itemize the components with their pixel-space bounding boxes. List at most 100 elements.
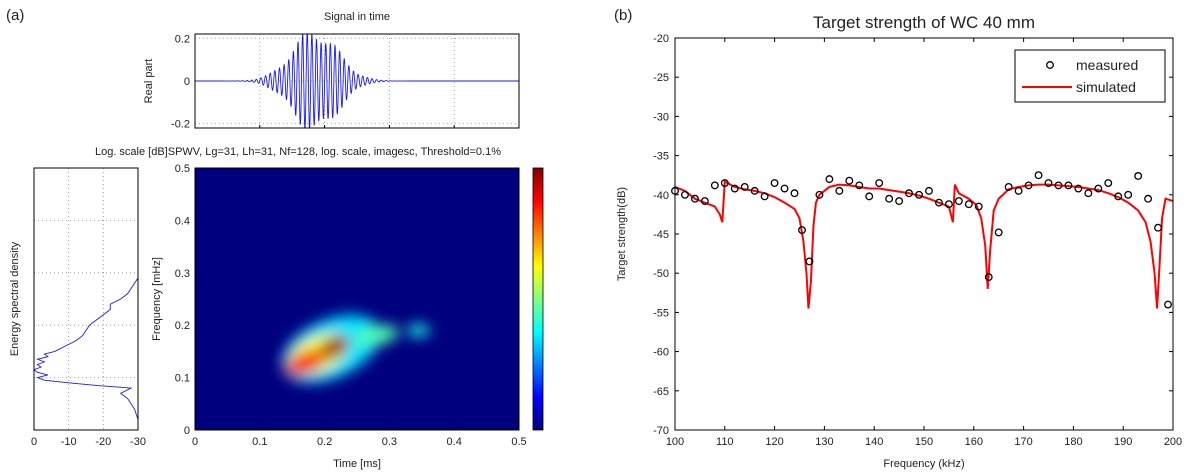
measured-point	[994, 228, 1003, 237]
signal-y-axis-label: Real part	[143, 59, 155, 104]
measured-point	[944, 200, 953, 209]
measured-point	[770, 179, 779, 187]
energy-x-tick-label: -20	[95, 436, 111, 448]
energy-chart: 0 -10 -20 -30 Energy spectral density	[9, 167, 146, 448]
measured-point	[915, 190, 923, 199]
measured-point	[1004, 183, 1013, 191]
ts-y-tick-label: -60	[653, 347, 669, 359]
energy-ticks: 0 -10 -20 -30	[31, 436, 146, 448]
ts-x-tick-label: 180	[1064, 436, 1082, 448]
measured-point	[720, 179, 729, 187]
measured-point	[1034, 171, 1043, 180]
measured-point	[974, 202, 983, 211]
ts-x-tick-label: 120	[765, 436, 783, 448]
ts-ticks: 100 110 120 130 140 150 160 170 180 190 200 -70 -65 -…	[653, 33, 1182, 448]
colorbar	[532, 167, 544, 431]
signal-chart: Signal in time -0.2 0 0.2 Real part	[143, 11, 520, 131]
energy-x-tick-label: -30	[130, 436, 146, 448]
measured-point	[964, 200, 973, 209]
ts-y-tick-label: -25	[653, 72, 669, 84]
ts-y-tick-label: -70	[653, 425, 669, 437]
measured-point	[1134, 172, 1143, 180]
measured-point	[1104, 179, 1113, 187]
spectrogram-x-tick-label: 0.5	[511, 436, 526, 448]
ts-x-tick-label: 160	[965, 436, 983, 448]
measured-point	[1164, 300, 1172, 309]
measured-point	[798, 226, 806, 235]
measured-point	[1124, 190, 1133, 199]
measured-point	[780, 184, 789, 193]
signal-axes-box	[194, 33, 520, 129]
energy-axes-box	[33, 167, 139, 431]
signal-series-line	[195, 34, 519, 128]
energy-series-line	[34, 168, 138, 430]
legend-measured-marker	[1046, 61, 1054, 69]
spectrogram-y-tick-label: 0.4	[175, 215, 190, 227]
measured-point	[835, 186, 844, 195]
measured-point	[1044, 179, 1053, 187]
measured-point	[1024, 181, 1033, 190]
ts-x-tick-label: 190	[1114, 436, 1132, 448]
panel-b-label: (b)	[614, 7, 632, 24]
spectrogram-blob	[319, 335, 350, 359]
series-measured-points	[671, 171, 1172, 309]
ts-x-axis-label: Frequency (kHz)	[883, 458, 964, 470]
measured-point	[954, 197, 963, 206]
measured-point	[1084, 189, 1093, 198]
spectrogram-background	[195, 168, 519, 430]
measured-point	[815, 190, 824, 199]
signal-chart-title: Signal in time	[324, 11, 390, 23]
measured-point	[1074, 184, 1083, 193]
measured-point	[730, 184, 739, 193]
spectrogram-blobs	[282, 315, 430, 383]
measured-point	[1154, 223, 1163, 232]
measured-point	[1114, 192, 1123, 201]
measured-point	[790, 189, 799, 198]
measured-point	[895, 197, 904, 206]
target-strength-chart: Target strength of WC 40 mm 100 110 120 130…	[616, 13, 1182, 470]
measured-point	[984, 273, 993, 282]
ts-y-tick-label: -30	[653, 111, 669, 123]
signal-y-tick-label: 0	[184, 76, 190, 88]
ts-y-tick-label: -45	[653, 229, 669, 241]
spectrogram-x-tick-label: 0	[192, 436, 198, 448]
spectrogram-x-axis-label: Time [ms]	[333, 458, 381, 470]
spectrogram-y-tick-label: 0	[184, 425, 190, 437]
measured-point	[700, 197, 709, 206]
legend-measured-label: measured	[1076, 57, 1138, 73]
spectrogram-x-tick-label: 0.3	[382, 436, 397, 448]
energy-y-axis-label: Energy spectral density	[9, 241, 21, 356]
legend-simulated-label: simulated	[1076, 79, 1136, 95]
spectrogram-blob	[285, 350, 326, 376]
spectrogram-axes-box	[194, 167, 520, 431]
measured-point	[855, 181, 864, 190]
ts-y-tick-label: -40	[653, 190, 669, 202]
energy-grid	[34, 168, 138, 430]
measured-point	[825, 175, 834, 184]
spectrogram-ticks: 0 0.1 0.2 0.3 0.4 0.5 0 0.1 0.2 0.3 0.4 0.5	[175, 163, 527, 448]
measured-point	[750, 186, 759, 195]
measured-point	[760, 192, 769, 201]
measured-point	[845, 176, 854, 185]
spectrogram-x-tick-label: 0.1	[252, 436, 267, 448]
measured-point	[934, 198, 943, 207]
ts-y-tick-label: -65	[653, 386, 669, 398]
energy-x-tick-label: -10	[61, 436, 77, 448]
spectrogram-y-tick-label: 0.1	[175, 373, 190, 385]
ts-x-tick-label: 170	[1014, 436, 1032, 448]
ts-x-tick-label: 200	[1164, 436, 1182, 448]
energy-x-tick-label: 0	[31, 436, 37, 448]
ts-y-axis-label: Target strength(dB)	[616, 187, 628, 281]
spectrogram-y-axis-label: Frequency [mHz]	[151, 257, 163, 341]
measured-point	[905, 189, 914, 198]
measured-point	[1144, 194, 1153, 203]
spectrogram-title: Log. scale [dB]SPWV, Lg=31, Lh=31, Nf=12…	[95, 146, 501, 158]
signal-ticks: -0.2 0 0.2	[171, 33, 520, 131]
spectrogram-y-tick-label: 0.3	[175, 268, 190, 280]
measured-point	[925, 186, 933, 195]
measured-point	[1064, 181, 1073, 190]
legend: measured simulated	[1014, 49, 1166, 103]
ts-y-tick-label: -50	[653, 268, 669, 280]
target-strength-title: Target strength of WC 40 mm	[813, 13, 1035, 32]
